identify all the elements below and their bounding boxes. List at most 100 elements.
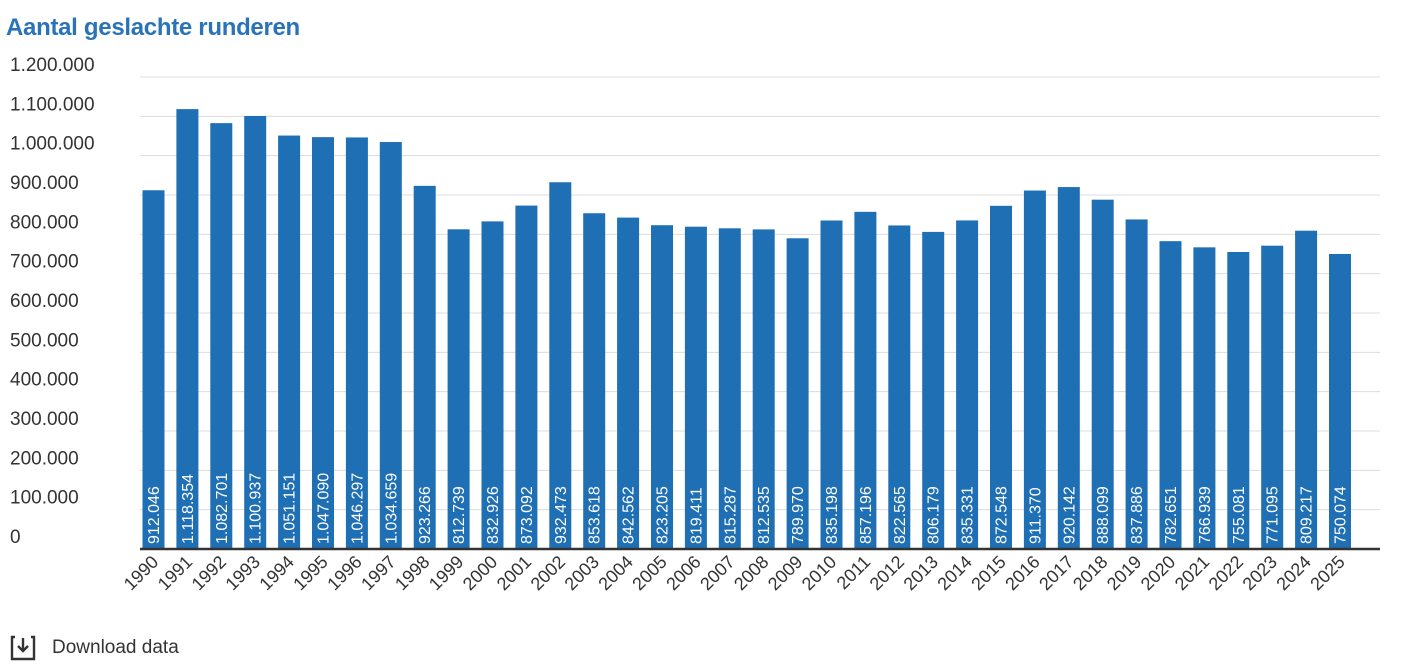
data-label: 782.651 (1163, 486, 1180, 544)
x-tick-label: 2002 (527, 552, 569, 594)
bar (820, 220, 843, 550)
data-label: 823.205 (655, 486, 672, 544)
bar (1295, 230, 1318, 549)
x-tick-label: 2016 (1001, 552, 1043, 594)
x-tick-label: 1992 (188, 552, 230, 594)
y-tick-label: 300.000 (10, 409, 79, 430)
data-label: 819.411 (688, 487, 705, 544)
bar (651, 225, 673, 549)
download-icon (10, 635, 36, 661)
bar (956, 220, 979, 550)
bar (1159, 241, 1182, 549)
y-tick-label: 100.000 (10, 488, 79, 509)
chart-title: Aantal geslachte runderen (6, 14, 300, 41)
bar (379, 142, 402, 550)
data-label: 1.082.701 (214, 473, 231, 544)
data-label: 1.047.090 (316, 473, 333, 544)
bar (854, 211, 877, 549)
x-tick-label: 2006 (662, 552, 704, 594)
bar-chart: 0 100.000 200.000 300.000 400.000 500.000 600.… (10, 55, 1380, 594)
x-tick-label: 2001 (493, 552, 535, 594)
x-tick-label: 2013 (900, 552, 942, 594)
y-tick-label: 800.000 (10, 212, 79, 233)
x-tick-label: 2018 (1069, 552, 1111, 594)
x-tick-label: 1993 (222, 552, 264, 594)
x-tick-label: 2008 (730, 552, 772, 594)
x-tick-label: 2024 (1272, 552, 1314, 594)
bar (515, 205, 538, 550)
bar (1057, 187, 1080, 549)
data-label: 888.099 (1095, 486, 1112, 544)
data-label: 912.046 (146, 486, 163, 544)
data-label: 1.034.659 (383, 473, 400, 544)
bar (718, 228, 741, 550)
bar (1193, 247, 1216, 549)
bar (1023, 190, 1046, 549)
data-label: 923.266 (417, 486, 434, 544)
bar (278, 135, 301, 549)
x-tick-label: 1995 (289, 552, 331, 594)
x-tick-label: 2009 (764, 552, 806, 594)
bar (684, 226, 707, 549)
bar (1125, 219, 1148, 549)
y-tick-label: 600.000 (10, 291, 79, 312)
y-tick-label: 1.100.000 (10, 94, 95, 115)
bar (888, 225, 911, 549)
x-tick-label: 1997 (357, 552, 399, 594)
bar (176, 109, 199, 550)
data-label: 835.331 (960, 486, 977, 544)
bar (1227, 252, 1250, 550)
bar (549, 182, 572, 549)
x-tick-label: 2000 (459, 552, 501, 594)
x-tick-label: 1990 (120, 552, 162, 594)
data-label: 755.081 (1231, 486, 1248, 544)
x-tick-label: 1991 (154, 552, 196, 594)
y-tick-label: 500.000 (10, 330, 79, 351)
data-label: 750.074 (1333, 486, 1350, 544)
x-tick-label: 2017 (1035, 552, 1077, 594)
x-tick-label: 2020 (1137, 552, 1179, 594)
download-data-button[interactable]: Download data (10, 634, 179, 662)
x-tick-label: 2023 (1239, 552, 1281, 594)
data-label: 920.142 (1061, 486, 1078, 544)
x-tick-label: 2015 (967, 552, 1009, 594)
y-tick-label: 200.000 (10, 448, 79, 469)
data-label: 812.535 (756, 486, 773, 544)
bar (210, 123, 233, 549)
x-tick-label: 2019 (1103, 552, 1145, 594)
data-label: 842.562 (621, 486, 638, 544)
x-tick-label: 2004 (594, 552, 636, 594)
bar (1329, 253, 1351, 549)
bar (481, 221, 504, 549)
y-tick-label: 1.000.000 (10, 134, 95, 155)
data-label: 1.100.937 (248, 473, 265, 544)
x-tick-label: 2025 (1306, 552, 1348, 594)
x-tick-label: 1996 (323, 552, 365, 594)
bar (786, 238, 809, 549)
x-tick-label: 2005 (628, 552, 670, 594)
data-label: 873.092 (519, 486, 536, 544)
data-label: 789.970 (790, 486, 807, 544)
bar (1091, 199, 1114, 549)
y-tick-label: 0 (10, 527, 21, 548)
y-tick-label: 400.000 (10, 370, 79, 391)
data-label: 812.739 (451, 486, 468, 544)
data-label: 853.618 (587, 486, 604, 544)
data-label: 806.179 (926, 486, 943, 544)
bar (345, 137, 368, 549)
y-tick-label: 900.000 (10, 173, 79, 194)
data-label: 822.565 (892, 486, 909, 544)
x-tick-label: 2012 (866, 552, 908, 594)
download-data-label: Download data (52, 637, 179, 658)
x-tick-label: 2011 (833, 552, 875, 594)
data-label: 837.886 (1129, 486, 1146, 544)
bar (1261, 245, 1284, 549)
data-label: 872.548 (994, 486, 1011, 544)
data-label: 815.287 (722, 486, 739, 544)
x-tick-label: 2022 (1205, 552, 1247, 594)
bar (583, 213, 606, 549)
bar (413, 185, 436, 550)
bar (142, 190, 165, 549)
data-label: 1.051.151 (282, 473, 299, 544)
data-label: 835.198 (824, 486, 841, 544)
